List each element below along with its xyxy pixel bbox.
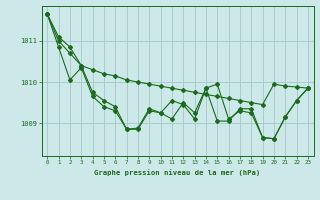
X-axis label: Graphe pression niveau de la mer (hPa): Graphe pression niveau de la mer (hPa)	[94, 169, 261, 176]
